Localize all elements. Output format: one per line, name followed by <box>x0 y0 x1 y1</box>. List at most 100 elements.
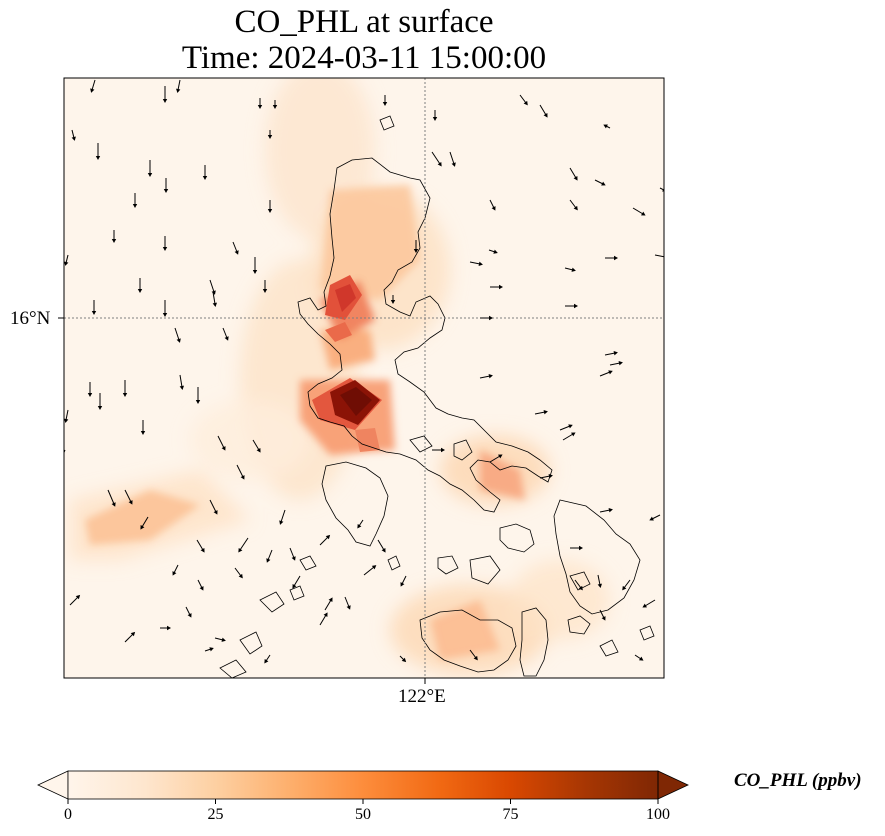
wind-vector-arrow <box>174 327 181 343</box>
wind-vector-arrow <box>196 539 205 553</box>
wind-vector-arrow <box>212 291 218 307</box>
wind-vector-arrow <box>382 95 388 106</box>
wind-vector-arrow <box>264 654 271 664</box>
wind-vector-arrow <box>319 612 328 626</box>
wind-vector-arrow <box>69 594 81 606</box>
wind-vector-arrow <box>605 255 618 261</box>
wind-vector-arrow <box>632 207 646 216</box>
wind-vector-arrow <box>162 300 168 317</box>
wind-vector-arrow <box>107 489 116 507</box>
wind-vector-arrow <box>489 199 496 211</box>
wind-vector-arrow <box>431 151 442 167</box>
wind-vector-arrow <box>176 79 181 93</box>
colorbar-tick-75: 75 <box>502 806 519 823</box>
wind-vector-arrow <box>559 424 573 431</box>
colorbar-max-extend <box>657 770 689 800</box>
wind-vector-arrow <box>124 489 133 505</box>
wind-vector-arrow <box>642 599 656 608</box>
wind-vector-arrow <box>562 432 576 441</box>
wind-vector-arrow <box>132 193 138 208</box>
wind-vector-arrow <box>204 647 214 652</box>
bohol-island <box>567 615 591 635</box>
wind-vector-arrow <box>344 596 351 610</box>
island-c <box>437 555 459 575</box>
graticule <box>64 78 664 678</box>
wind-vector-arrow <box>217 435 226 451</box>
wind-vector-arrow <box>649 514 661 521</box>
colorbar-tick-0: 0 <box>64 806 72 823</box>
colorbar-tick-100: 100 <box>646 806 670 823</box>
island-a <box>453 439 473 461</box>
mindoro-coastline <box>321 461 389 547</box>
island-e <box>569 571 591 591</box>
colorbar-tick-25: 25 <box>207 806 224 823</box>
wind-vector-arrow <box>147 160 153 177</box>
coastlines <box>219 115 655 678</box>
wind-vector-arrow <box>238 537 249 553</box>
wind-vector-arrow <box>202 165 208 180</box>
wind-vector-arrow <box>570 545 583 551</box>
map-frame <box>63 77 665 679</box>
wind-vector-arrow <box>569 167 578 181</box>
wind-vector-arrow <box>489 454 503 463</box>
wind-vector-arrow <box>534 410 548 415</box>
wind-vector-arrow <box>488 249 498 254</box>
map-title: CO_PHL at surface <box>234 4 494 40</box>
wind-vector-arrow <box>252 439 261 453</box>
wind-vector-arrow <box>137 278 143 293</box>
wind-vector-arrow <box>539 104 548 118</box>
wind-vector-arrow <box>480 315 493 321</box>
wind-vector-arrow <box>162 86 168 103</box>
wind-vector-arrow <box>266 549 273 563</box>
wind-vector-arrow <box>214 637 226 642</box>
wind-vector-arrow <box>357 519 364 529</box>
wind-vector-arrow <box>599 370 613 377</box>
longitude-tick-label: 122°E <box>398 686 446 707</box>
latitude-tick-label: 16°N <box>10 308 51 329</box>
wind-vector-arrow <box>599 609 606 621</box>
wind-vector-arrow <box>64 409 69 423</box>
panay-coastline <box>419 609 517 673</box>
samar-coastline <box>553 499 641 615</box>
wind-vector-arrow <box>399 655 407 663</box>
wind-vector-arrow <box>519 94 528 106</box>
luzon-coastline <box>297 157 553 513</box>
masbate-coastline <box>499 523 535 553</box>
wind-vector-arrow <box>222 327 229 341</box>
wind-vector-arrow <box>262 280 268 293</box>
wind-vector-arrow <box>172 564 179 576</box>
wind-vector-arrow <box>140 516 149 530</box>
wind-vector-arrow <box>390 295 396 304</box>
wind-vector-arrow <box>163 178 169 193</box>
wind-vector-arrow <box>160 625 171 631</box>
island-h <box>259 591 285 613</box>
wind-vector-arrow <box>363 565 377 576</box>
wind-vector-arrow <box>377 539 386 553</box>
wind-vector-arrow <box>87 382 93 397</box>
island-n <box>387 555 401 571</box>
wind-vector-arrow <box>565 303 578 309</box>
wind-vector-arrow <box>90 79 96 93</box>
wind-vector-arrow <box>257 98 263 109</box>
wind-vector-arrow <box>179 374 185 390</box>
island-k <box>289 585 305 601</box>
wind-vector-arrow <box>599 508 613 513</box>
wind-vector-arrow <box>292 575 301 589</box>
wind-vector-arrow <box>400 575 407 587</box>
wind-vector-arrow <box>195 387 201 404</box>
wind-vector-arrow <box>634 654 644 661</box>
concentration-field <box>64 78 664 678</box>
wind-vector-arrow <box>64 254 69 266</box>
island-d <box>469 555 501 585</box>
wind-vector-arrow <box>185 606 192 618</box>
wind-vector-arrow <box>324 597 333 611</box>
wind-vector-arrow <box>594 179 606 186</box>
island-i <box>239 631 263 655</box>
wind-vector-arrow <box>490 284 503 290</box>
island-f <box>379 115 395 131</box>
wind-vector-arrow <box>319 534 331 546</box>
wind-vector-arrow <box>539 474 553 479</box>
wind-vectors <box>64 79 664 664</box>
